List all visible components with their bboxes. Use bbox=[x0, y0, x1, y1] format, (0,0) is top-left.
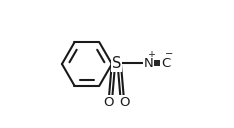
Text: N: N bbox=[143, 57, 153, 70]
Text: C: C bbox=[161, 57, 170, 70]
Text: −: − bbox=[165, 49, 173, 59]
Text: O: O bbox=[119, 96, 129, 109]
Text: S: S bbox=[112, 56, 121, 71]
Text: O: O bbox=[103, 96, 114, 109]
Text: +: + bbox=[148, 50, 156, 59]
